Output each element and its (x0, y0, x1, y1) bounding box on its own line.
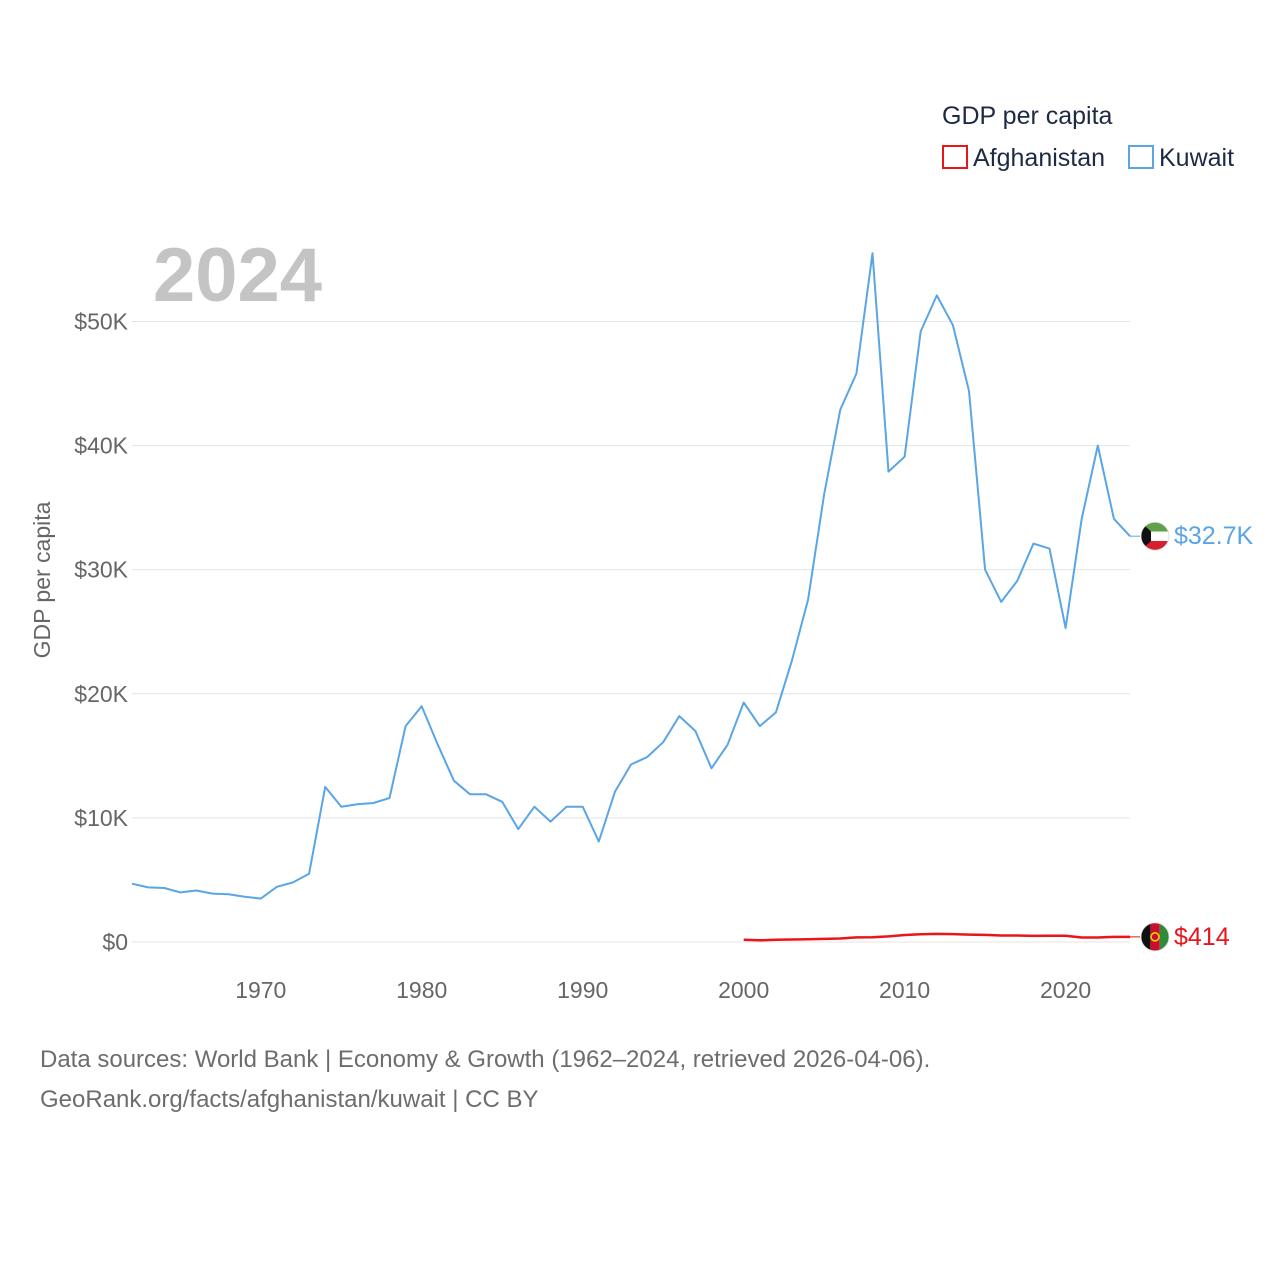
year-label: 2024 (153, 233, 322, 318)
kuwait-flag-icon (1140, 521, 1170, 551)
grid-layer (132, 320, 1130, 943)
x-axis: 1970 1980 1990 2000 2010 2020 (235, 977, 1091, 1003)
y-tick-label: $10K (74, 805, 128, 831)
series-layer (131, 252, 1140, 942)
y-tick-label: $50K (74, 308, 128, 334)
legend-item-kuwait[interactable]: Kuwait (1128, 144, 1234, 172)
x-tick-label: 1970 (235, 977, 286, 1003)
end-value-label-kuwait: $32.7K (1174, 522, 1254, 550)
legend-label-kuwait: Kuwait (1159, 144, 1234, 172)
legend-title: GDP per capita (942, 102, 1113, 130)
legend-label-afghanistan: Afghanistan (973, 144, 1105, 172)
footer: Data sources: World Bank | Economy & Gro… (40, 1040, 930, 1120)
attribution-link[interactable]: GeoRank.org/facts/afghanistan/kuwait | C… (40, 1086, 539, 1113)
x-tick-label: 2000 (718, 977, 769, 1003)
x-tick-label: 1980 (396, 977, 447, 1003)
y-axis: $0 $10K $20K $30K $40K $50K (74, 308, 128, 955)
y-tick-label: $30K (74, 557, 128, 583)
legend-item-afghanistan[interactable]: Afghanistan (942, 144, 1105, 172)
legend-swatch-kuwait (1128, 145, 1154, 169)
legend-swatch-afghanistan (942, 145, 968, 169)
end-markers: $414 $32.7K (1140, 521, 1254, 952)
afghanistan-flag-icon (1140, 922, 1170, 952)
x-tick-label: 2010 (879, 977, 930, 1003)
y-tick-label: $40K (74, 433, 128, 459)
y-axis-title: GDP per capita (29, 501, 55, 658)
y-tick-label: $0 (102, 929, 128, 955)
x-tick-label: 1990 (557, 977, 608, 1003)
source-note: Data sources: World Bank | Economy & Gro… (40, 1046, 931, 1073)
end-value-label-afghanistan: $414 (1174, 923, 1230, 951)
x-tick-label: 2020 (1040, 977, 1091, 1003)
series-line-afghanistan[interactable] (743, 932, 1130, 942)
y-tick-label: $20K (74, 681, 128, 707)
series-line-kuwait[interactable] (131, 252, 1131, 900)
